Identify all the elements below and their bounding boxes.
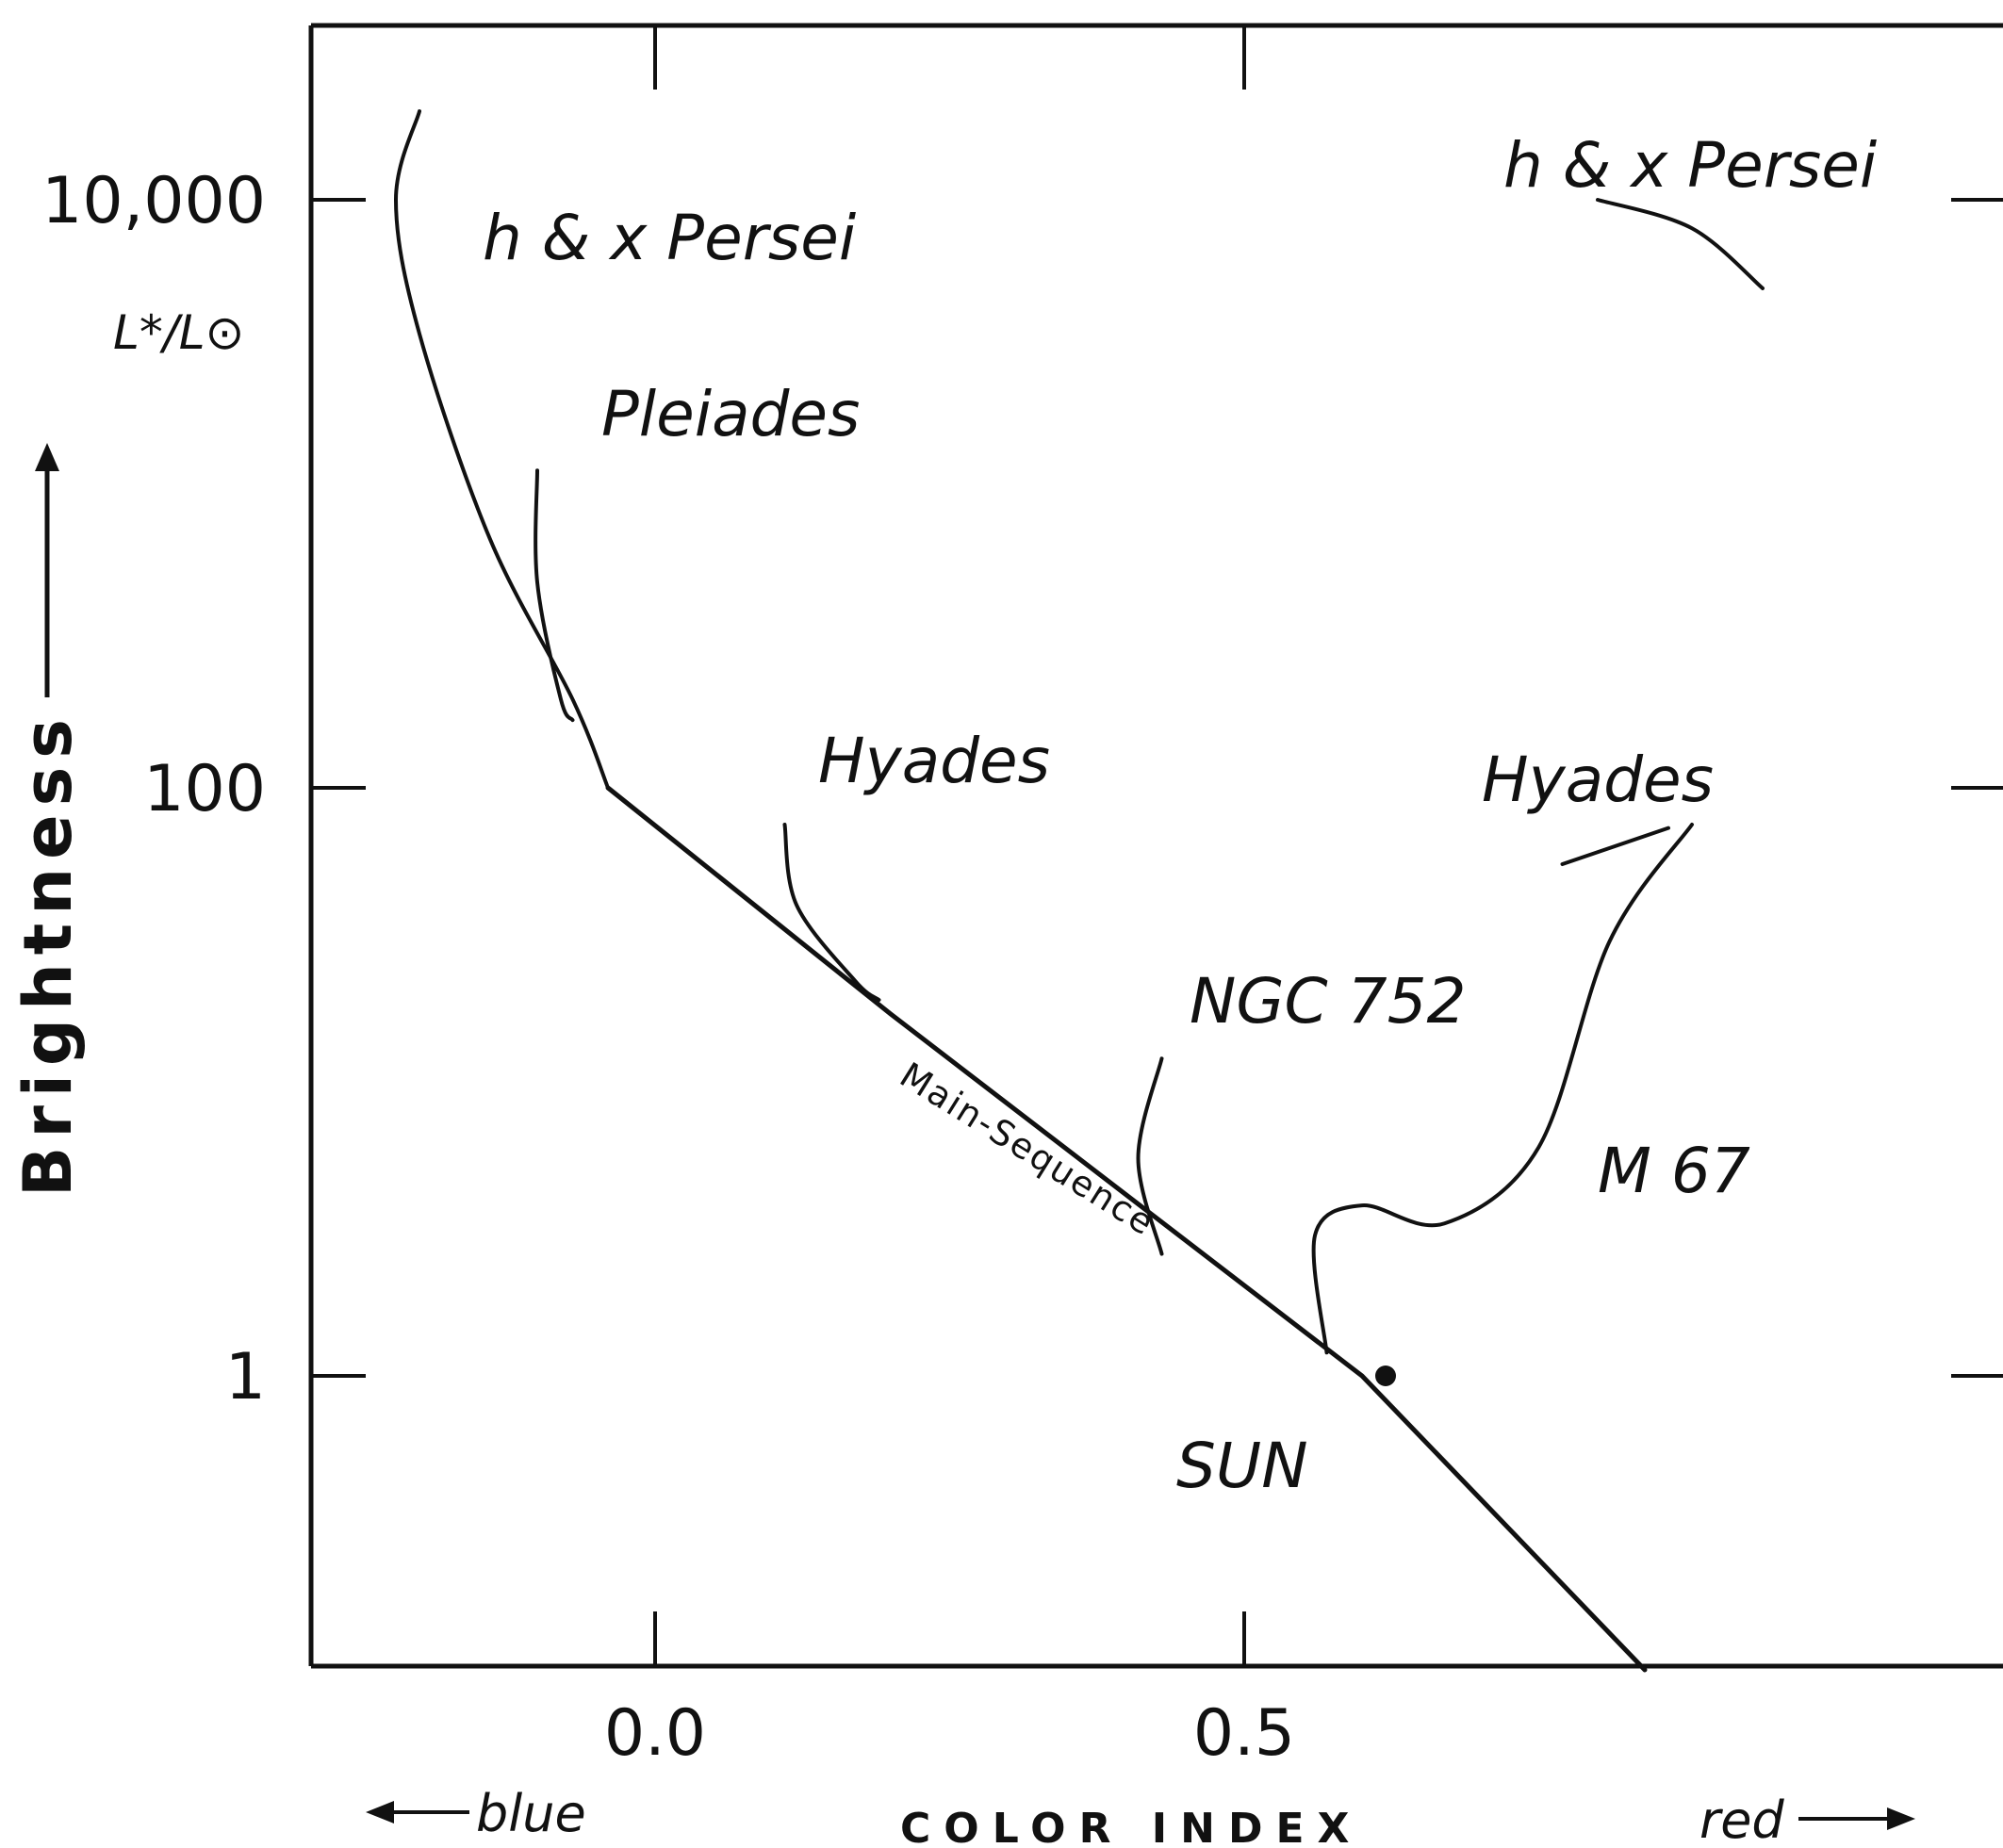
series-line — [534, 468, 575, 723]
label-pleiades: Pleiades — [601, 378, 860, 450]
blue-label: blue — [476, 1784, 586, 1843]
series-line — [1136, 1056, 1164, 1256]
y-units-text: L*/L⊙ — [113, 305, 244, 360]
y-tick-label: 1 — [225, 1340, 266, 1415]
x-tick-label: 0.0 — [604, 1696, 706, 1771]
label-m67: M 67 — [1598, 1135, 1750, 1207]
label-ngc752: NGC 752 — [1190, 965, 1467, 1038]
series-line — [782, 822, 881, 1003]
left-arrow-icon — [366, 1801, 394, 1823]
main-sequence — [605, 785, 1648, 1673]
up-arrow-icon — [35, 443, 59, 471]
y-axis-title: Brightness — [9, 443, 87, 1197]
x-axis-title: COLOR INDEX — [900, 1805, 1362, 1848]
label-main-sequence: Main-Sequence — [893, 1055, 1162, 1244]
tick-labels: 10,000 100 1 0.0 0.5 — [41, 164, 1295, 1771]
y-axis-title-text: Brightness — [9, 711, 87, 1197]
red-direction: red — [1699, 1791, 1915, 1848]
series-line — [394, 109, 610, 790]
series-line — [1560, 826, 1670, 867]
right-arrow-icon — [1887, 1807, 1915, 1830]
main-sequence-line — [605, 785, 1648, 1673]
y-tick-label: 100 — [143, 752, 266, 826]
plot-frame — [308, 23, 2003, 1669]
y-units-label: L*/L⊙ — [113, 305, 244, 360]
sun-point — [1375, 1366, 1396, 1386]
series-line — [1311, 822, 1694, 1355]
label-hyades-left: Hyades — [818, 725, 1050, 797]
blue-direction: blue — [366, 1784, 586, 1843]
axis-ticks — [311, 25, 2003, 1666]
y-tick-label: 10,000 — [41, 164, 266, 238]
label-persei-left: h & x Persei — [483, 202, 857, 274]
red-label: red — [1699, 1791, 1784, 1848]
series-line — [1596, 198, 1765, 290]
cluster-sequences — [394, 109, 1765, 1355]
label-persei-right: h & x Persei — [1503, 129, 1878, 202]
label-hyades-right: Hyades — [1482, 744, 1714, 816]
label-sun: SUN — [1176, 1430, 1308, 1502]
x-tick-label: 0.5 — [1193, 1696, 1295, 1771]
